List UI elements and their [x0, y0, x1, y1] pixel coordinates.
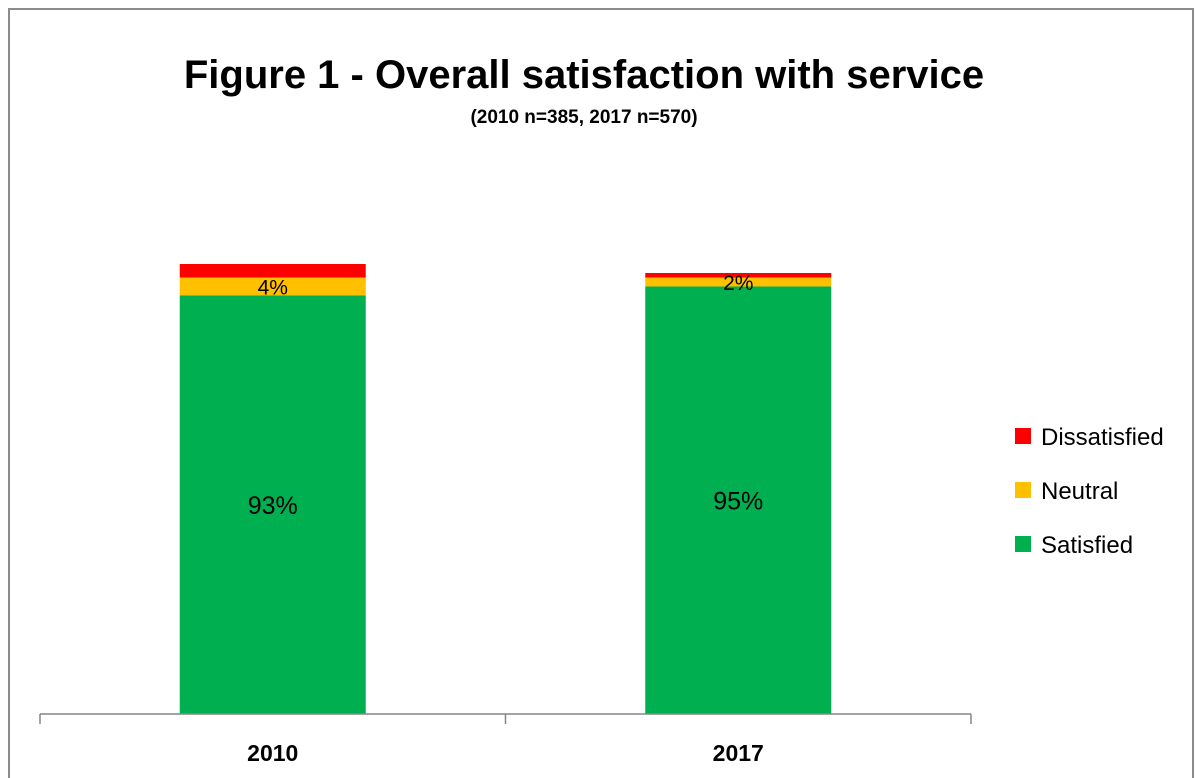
- data-label-satisfied-2017: 95%: [713, 487, 763, 515]
- bar-segment-dissatisfied-2017: [645, 273, 832, 278]
- data-labels-layer: 93% 4% 95% 2%: [248, 272, 764, 520]
- legend: Dissatisfied Neutral Satisfied: [1015, 424, 1164, 559]
- legend-swatch-neutral: [1015, 482, 1031, 498]
- x-tick-label-2010: 2010: [247, 740, 298, 766]
- data-label-neutral-2010: 4%: [258, 277, 288, 300]
- legend-swatch-satisfied: [1015, 536, 1031, 552]
- bar-segment-neutral-2010: [179, 277, 366, 296]
- legend-label-dissatisfied: Dissatisfied: [1041, 424, 1164, 451]
- data-label-neutral-2017: 2%: [723, 272, 753, 295]
- bars-layer: [179, 264, 832, 714]
- bar-segment-satisfied-2010: [179, 295, 366, 714]
- chart-subtitle: (2010 n=385, 2017 n=570): [470, 107, 697, 128]
- x-tick-label-2017: 2017: [713, 740, 764, 766]
- legend-label-satisfied: Satisfied: [1041, 532, 1133, 559]
- x-axis: 2010 2017: [39, 713, 972, 766]
- bar-segment-neutral-2017: [645, 277, 832, 287]
- data-label-satisfied-2010: 93%: [248, 492, 298, 520]
- legend-label-neutral: Neutral: [1041, 478, 1118, 505]
- bar-segment-dissatisfied-2010: [179, 264, 366, 278]
- legend-swatch-dissatisfied: [1015, 428, 1031, 444]
- bar-segment-satisfied-2017: [645, 286, 832, 714]
- chart-title: Figure 1 - Overall satisfaction with ser…: [184, 53, 984, 97]
